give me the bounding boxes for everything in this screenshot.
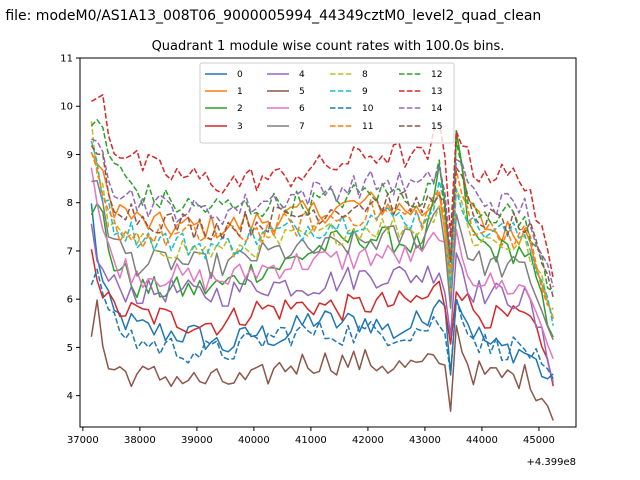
y-axis: 4 5 6 7 8 9 10 11	[60, 54, 80, 402]
legend-box	[199, 62, 455, 144]
series-line-7	[91, 179, 554, 341]
legend-label-1: 1	[237, 87, 243, 97]
series-line-13	[91, 94, 554, 279]
series-line-0	[90, 203, 554, 380]
legend-label-7: 7	[299, 122, 305, 132]
chart-suptitle: n file: modeM0/AS1A13_008T06_9000005994_…	[0, 8, 541, 24]
legend-label-2: 2	[237, 104, 243, 114]
legend-label-12: 12	[431, 70, 442, 80]
series-line-8	[90, 121, 554, 317]
legend-label-4: 4	[299, 70, 305, 80]
series-line-6	[90, 167, 554, 359]
x-tick-label: 41000	[295, 435, 327, 446]
legend-label-14: 14	[431, 104, 443, 114]
legend-label-8: 8	[362, 70, 368, 80]
series-line-11	[90, 151, 554, 310]
x-axis: 37000 38000 39000 40000 41000 42000 43000 44000…	[67, 427, 555, 446]
chart-title: Quadrant 1 module wise count rates with …	[152, 39, 505, 54]
x-tick-label: 43000	[409, 435, 441, 446]
y-tick-label: 10	[60, 102, 73, 113]
series-line-3	[90, 249, 554, 387]
x-tick-label: 45000	[523, 435, 555, 446]
series-line-12	[90, 119, 554, 293]
x-tick-label: 40000	[238, 435, 270, 446]
y-tick-label: 7	[67, 246, 73, 257]
legend-label-13: 13	[431, 87, 442, 97]
y-tick-label: 8	[67, 198, 73, 209]
series-line-14	[91, 138, 554, 288]
legend-label-3: 3	[237, 122, 243, 132]
legend-label-5: 5	[299, 87, 305, 97]
y-tick-label: 9	[67, 150, 73, 161]
x-offset-label: +4.399e8	[526, 457, 576, 468]
x-tick-label: 39000	[181, 435, 213, 446]
legend-label-6: 6	[299, 104, 305, 114]
legend-label-9: 9	[362, 87, 368, 97]
x-tick-label: 38000	[124, 435, 156, 446]
legend-label-11: 11	[362, 122, 373, 132]
x-tick-label: 42000	[352, 435, 384, 446]
y-tick-label: 11	[60, 54, 73, 65]
axes-frame	[79, 57, 577, 428]
y-tick-label: 6	[67, 295, 73, 306]
series-line-10	[90, 268, 554, 379]
legend-label-0: 0	[237, 70, 243, 80]
series-line-4	[90, 223, 554, 383]
legend-label-10: 10	[362, 104, 374, 114]
legend-label-15: 15	[431, 122, 442, 132]
x-tick-label: 44000	[466, 435, 498, 446]
series-line-5	[90, 299, 554, 421]
x-tick-label: 37000	[67, 435, 99, 446]
y-tick-label: 4	[67, 391, 73, 402]
plot-area: 37000 38000 39000 40000 41000 42000 43000 44000…	[60, 54, 577, 468]
series-line-15	[90, 145, 554, 298]
series-lines	[90, 94, 554, 421]
y-tick-label: 5	[67, 343, 73, 354]
